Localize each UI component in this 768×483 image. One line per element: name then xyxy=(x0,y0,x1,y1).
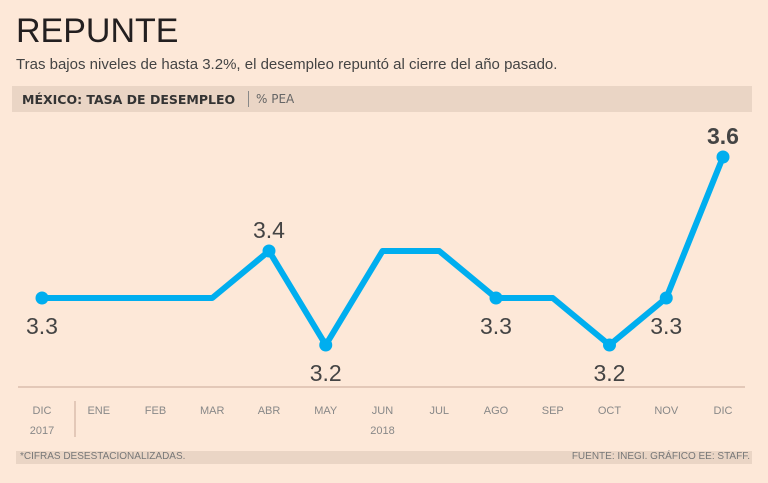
footnote: *CIFRAS DESESTACIONALIZADAS. xyxy=(20,451,186,462)
data-point xyxy=(319,338,333,352)
series-line xyxy=(42,155,726,348)
data-label: 3.3 xyxy=(650,313,682,339)
data-label: 3.3 xyxy=(26,313,58,339)
footer-bar: *CIFRAS DESESTACIONALIZADAS. FUENTE: INE… xyxy=(16,451,752,464)
x-tick-label: DIC xyxy=(33,405,52,417)
x-tick-label: MAY xyxy=(314,405,338,417)
year-label: 2018 xyxy=(370,425,394,437)
divider xyxy=(248,91,249,107)
data-point xyxy=(659,291,673,305)
chart-subtitle: Tras bajos niveles de hasta 3.2%, el des… xyxy=(16,56,558,73)
x-tick-label: DIC xyxy=(714,405,733,417)
data-point xyxy=(489,291,503,305)
x-tick-label: MAR xyxy=(200,405,225,417)
x-tick-label: ENE xyxy=(87,405,110,417)
data-label: 3.6 xyxy=(707,123,739,149)
x-tick-label: AGO xyxy=(484,405,509,417)
x-tick-label: JUN xyxy=(372,405,393,417)
data-point xyxy=(35,291,49,305)
unit-label: % PEA xyxy=(256,92,295,106)
x-tick-label: JUL xyxy=(429,405,449,417)
data-label: 3.3 xyxy=(480,313,512,339)
data-point xyxy=(262,244,276,258)
data-label: 3.2 xyxy=(594,360,626,386)
chart-label-bar: MÉXICO: TASA DE DESEMPLEO % PEA xyxy=(12,86,752,112)
year-label: 2017 xyxy=(30,425,54,437)
x-tick-label: NOV xyxy=(654,405,679,417)
x-tick-label: OCT xyxy=(598,405,622,417)
x-tick-label: SEP xyxy=(542,405,564,417)
data-point xyxy=(716,150,730,164)
data-label: 3.2 xyxy=(310,360,342,386)
chart-title: REPUNTE xyxy=(16,12,179,50)
source: FUENTE: INEGI. GRÁFICO EE: STAFF. xyxy=(571,451,750,462)
data-point xyxy=(603,338,616,352)
x-tick-label: ABR xyxy=(258,405,281,417)
x-tick-label: FEB xyxy=(145,405,166,417)
chart-label: MÉXICO: TASA DE DESEMPLEO xyxy=(22,92,236,107)
data-label: 3.4 xyxy=(253,217,285,243)
